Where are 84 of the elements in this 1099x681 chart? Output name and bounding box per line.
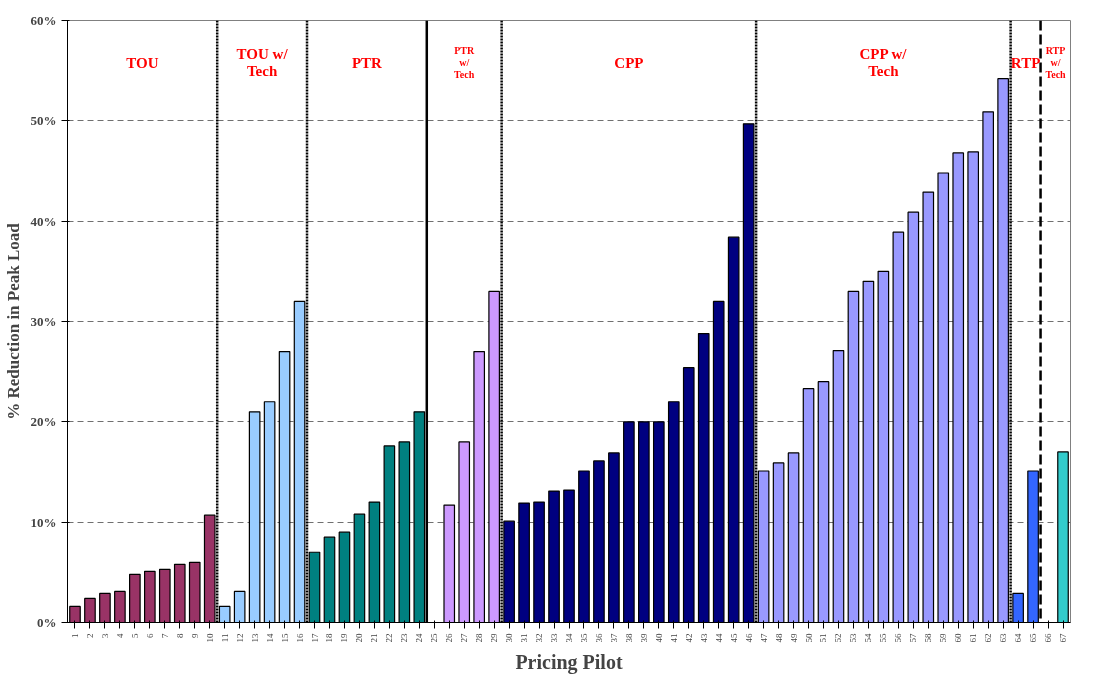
x-tick-label: 31 <box>519 633 530 643</box>
x-tick-label: 6 <box>144 633 155 638</box>
x-tick-label: 62 <box>983 633 994 643</box>
x-tick-label: 8 <box>174 633 185 638</box>
x-tick-label: 24 <box>414 633 425 643</box>
x-tick-label: 51 <box>818 633 829 643</box>
x-tick-label: 26 <box>444 633 455 643</box>
x-tick-label: 38 <box>623 633 634 643</box>
y-tick-label: 20% <box>30 414 57 430</box>
x-tick-label: 61 <box>968 633 979 643</box>
x-tick-label: 50 <box>803 633 814 643</box>
x-tick-label: 25 <box>429 633 440 643</box>
x-tick-label: 1 <box>69 633 80 638</box>
x-tick-label: 36 <box>593 633 604 643</box>
annotation: RTP w/ Tech <box>1045 45 1067 81</box>
x-tick-label: 4 <box>114 633 125 638</box>
x-tick-label: 45 <box>728 633 739 643</box>
x-tick-label: 19 <box>339 633 350 643</box>
x-tick-label: 27 <box>459 633 470 643</box>
x-tick-label: 14 <box>264 633 275 643</box>
x-tick-label: 3 <box>99 633 110 638</box>
x-tick-label: 22 <box>384 633 395 643</box>
x-tick-label: 57 <box>908 633 919 643</box>
x-tick-label: 60 <box>953 633 964 643</box>
x-tick-label: 23 <box>399 633 410 643</box>
x-tick-label: 65 <box>1028 633 1039 643</box>
x-axis-title: Pricing Pilot <box>515 650 623 674</box>
x-tick-label: 40 <box>653 633 664 643</box>
x-tick-label: 67 <box>1058 633 1069 643</box>
y-tick-label: 50% <box>30 113 57 129</box>
annotation: RTP <box>1010 54 1041 71</box>
x-tick-label: 15 <box>279 633 290 643</box>
annotation: PTR w/ Tech <box>454 45 475 81</box>
x-tick-label: 34 <box>564 633 574 643</box>
x-tick-label: 2 <box>84 633 95 638</box>
x-tick-label: 9 <box>189 633 200 638</box>
x-tick-label: 56 <box>893 633 904 643</box>
x-tick-label: 12 <box>234 633 245 643</box>
x-tick-label: 29 <box>489 633 500 643</box>
x-tick-label: 28 <box>474 633 485 643</box>
x-tick-label: 66 <box>1043 633 1054 643</box>
x-tick-label: 46 <box>743 633 754 643</box>
x-tick-label: 39 <box>638 633 649 643</box>
y-tick-label: 40% <box>30 213 57 229</box>
annotation: TOU w/ Tech <box>236 45 289 80</box>
x-tick-label: 30 <box>504 633 515 643</box>
x-tick-label: 42 <box>683 633 694 643</box>
x-tick-label: 47 <box>758 633 769 643</box>
x-tick-label: 37 <box>608 633 619 643</box>
x-tick-label: 20 <box>354 633 365 643</box>
x-tick-label: 52 <box>833 633 844 643</box>
x-tick-label: 53 <box>848 633 859 643</box>
x-tick-label: 41 <box>668 633 679 643</box>
x-tick-label: 21 <box>369 633 380 643</box>
x-tick-label: 55 <box>878 633 889 643</box>
x-tick-label: 10 <box>204 633 215 643</box>
x-tick-label: 17 <box>309 633 320 643</box>
y-tick-label: 0% <box>37 615 57 630</box>
y-tick-label: 30% <box>30 314 57 329</box>
x-tick-label: 35 <box>578 633 589 643</box>
annotation: TOU <box>126 54 159 71</box>
x-tick-label: 11 <box>219 633 230 643</box>
x-tick-label: 33 <box>549 633 560 643</box>
y-tick-label: 60% <box>30 13 57 28</box>
annotation: PTR <box>351 54 383 71</box>
x-tick-label: 43 <box>698 633 709 643</box>
x-tick-label: 58 <box>923 633 934 643</box>
annotation: CPP <box>614 54 644 71</box>
x-tick-label: 18 <box>324 633 335 643</box>
x-tick-label: 48 <box>773 633 784 643</box>
y-axis-title: % Reduction in Peak Load <box>3 222 23 420</box>
x-tick-label: 32 <box>534 633 545 643</box>
x-tick-label: 44 <box>713 633 724 643</box>
x-tick-label: 7 <box>159 633 170 638</box>
x-tick-label: 13 <box>249 633 260 643</box>
x-tick-label: 64 <box>1013 633 1024 643</box>
x-tick-label: 16 <box>294 633 305 643</box>
x-tick-label: 5 <box>129 633 140 638</box>
x-tick-label: 54 <box>863 633 874 643</box>
x-tick-label: 63 <box>998 633 1009 643</box>
x-tick-label: 59 <box>938 633 949 643</box>
x-tick-label: 49 <box>788 633 799 643</box>
y-tick-label: 10% <box>30 514 57 530</box>
annotation: CPP w/ Tech <box>859 45 908 80</box>
